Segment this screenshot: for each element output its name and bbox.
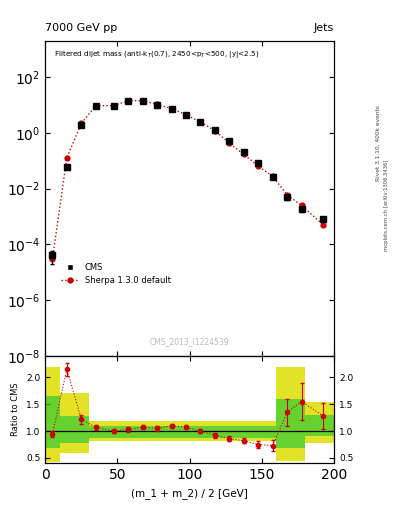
Sherpa 1.3.0 default [126,97,130,103]
Sherpa 1.3.0 default [79,120,84,126]
Line: Sherpa 1.3.0 default: Sherpa 1.3.0 default [50,98,326,262]
Text: CMS_2013_I1224539: CMS_2013_I1224539 [150,337,230,347]
Sherpa 1.3.0 default [241,152,246,158]
Text: mcplots.cern.ch [arXiv:1306.3436]: mcplots.cern.ch [arXiv:1306.3436] [384,159,389,250]
Sherpa 1.3.0 default [227,140,232,146]
Sherpa 1.3.0 default [321,222,325,228]
Legend: CMS, Sherpa 1.3.0 default: CMS, Sherpa 1.3.0 default [58,260,174,289]
Sherpa 1.3.0 default [50,256,55,262]
Text: Filtered dijet mass (anti-k$_T$(0.7), 2450<p$_T$<500, |y|<2.5): Filtered dijet mass (anti-k$_T$(0.7), 24… [54,49,259,60]
Y-axis label: $1000/\sigma\ 2d\sigma/d(m\_1 + m\_2)\ [1/GeV]$: $1000/\sigma\ 2d\sigma/d(m\_1 + m\_2)\ [… [0,126,1,271]
Sherpa 1.3.0 default [299,202,304,208]
Sherpa 1.3.0 default [285,192,290,198]
Sherpa 1.3.0 default [112,102,116,109]
Sherpa 1.3.0 default [94,102,98,109]
Sherpa 1.3.0 default [155,101,160,108]
Sherpa 1.3.0 default [256,163,261,169]
Text: Jets: Jets [314,23,334,33]
Sherpa 1.3.0 default [198,119,203,125]
Y-axis label: Ratio to CMS: Ratio to CMS [11,383,20,436]
Sherpa 1.3.0 default [184,112,188,118]
X-axis label: (m_1 + m_2) / 2 [GeV]: (m_1 + m_2) / 2 [GeV] [131,488,248,499]
Text: Rivet 3.1.10, 400k events: Rivet 3.1.10, 400k events [376,105,381,181]
Sherpa 1.3.0 default [140,97,145,103]
Sherpa 1.3.0 default [213,127,217,134]
Sherpa 1.3.0 default [270,173,275,179]
Sherpa 1.3.0 default [64,155,69,161]
Sherpa 1.3.0 default [169,105,174,112]
Text: 7000 GeV pp: 7000 GeV pp [45,23,118,33]
